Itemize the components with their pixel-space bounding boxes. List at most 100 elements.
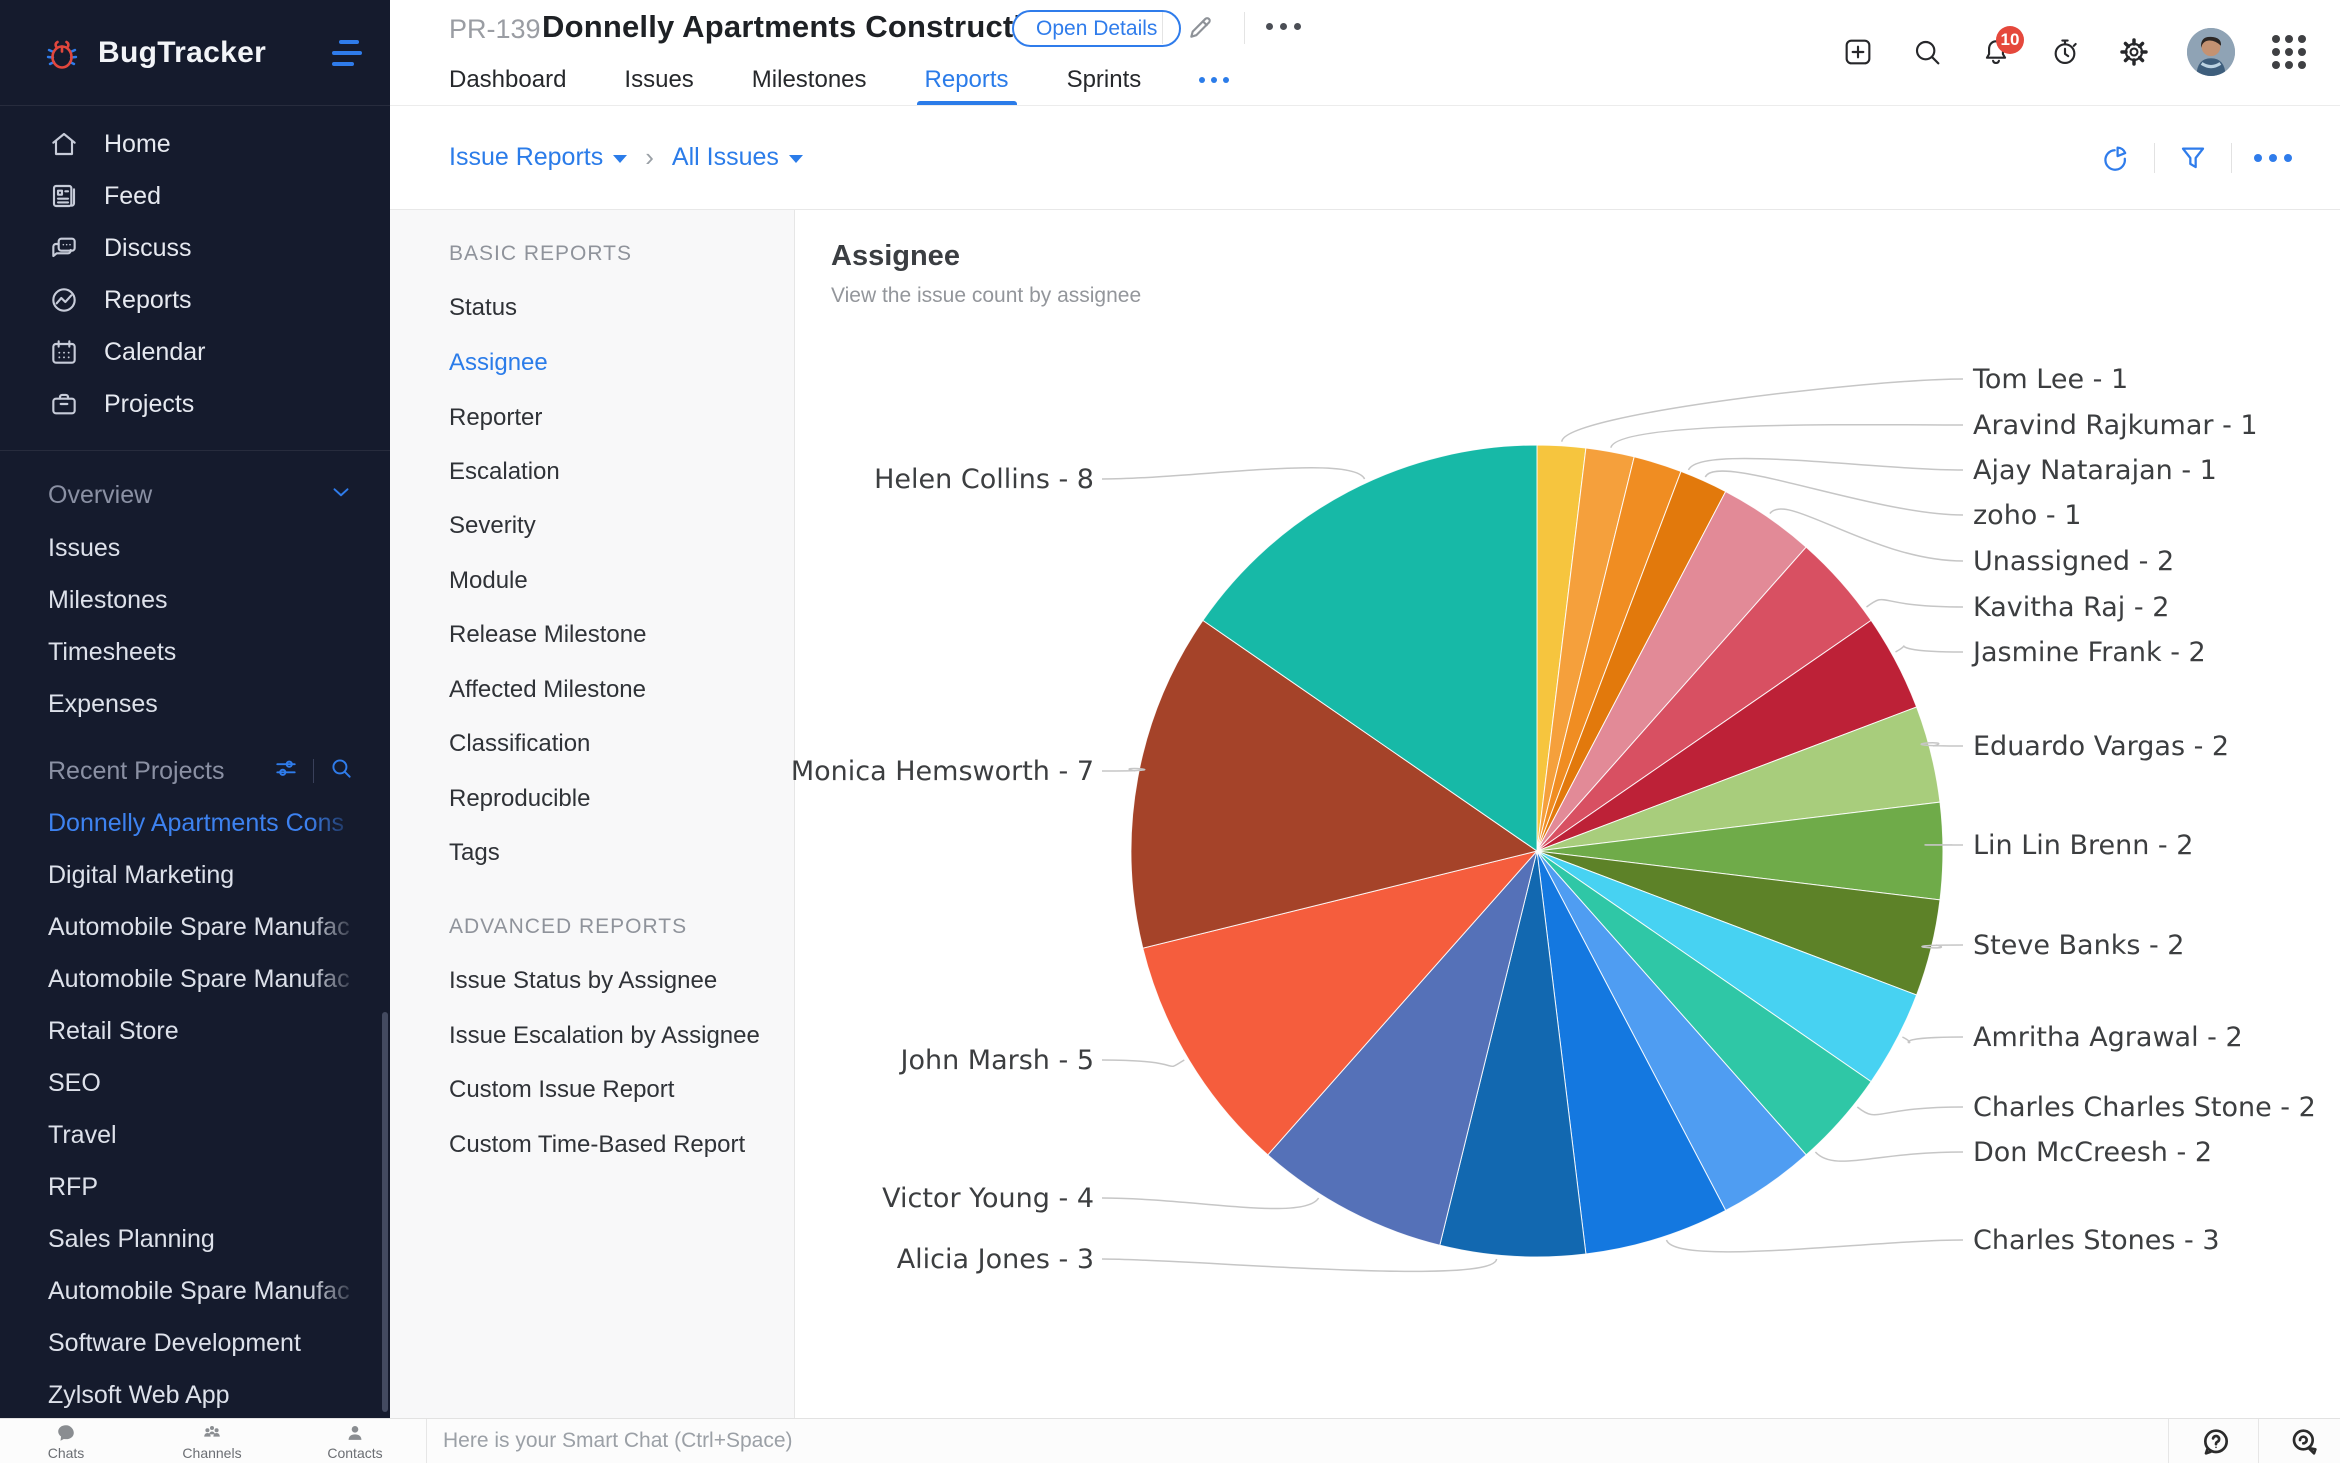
sidebar-item-expenses[interactable]: Expenses <box>0 678 390 730</box>
sidebar-item-issues[interactable]: Issues <box>0 522 390 574</box>
pie-label-line <box>1610 423 1964 449</box>
project-label: RFP <box>48 1172 98 1201</box>
project-title: Donnelly Apartments Constructic <box>542 9 1040 44</box>
breadcrumb: Issue Reports › All Issues <box>449 106 803 209</box>
pie-label-line <box>1856 1106 1964 1116</box>
project-item[interactable]: Automobile Spare Manufac <box>0 953 390 1005</box>
tabs-more-icon[interactable] <box>1199 77 1230 83</box>
tab-milestones[interactable]: Milestones <box>751 66 867 93</box>
report-item-reproducible[interactable]: Reproducible <box>449 785 591 812</box>
calendar-icon <box>48 336 80 368</box>
tab-sprints[interactable]: Sprints <box>1066 66 1142 93</box>
sidebar-item-projects[interactable]: Projects <box>0 378 390 430</box>
timer-icon[interactable] <box>2049 36 2081 68</box>
project-item[interactable]: Digital Marketing <box>0 849 390 901</box>
pie-label-line <box>1561 378 1964 442</box>
report-item-issue-status-by-assignee[interactable]: Issue Status by Assignee <box>449 967 718 994</box>
hamburger-menu-icon[interactable] <box>332 39 366 66</box>
search-projects-icon[interactable] <box>328 755 354 788</box>
pie-label-line <box>1665 1239 1964 1253</box>
project-item[interactable]: Automobile Spare Manufac <box>0 901 390 953</box>
report-item-reporter[interactable]: Reporter <box>449 404 543 431</box>
project-item[interactable]: SEO <box>0 1057 390 1109</box>
smart-chat-input[interactable] <box>443 1419 2083 1463</box>
more-actions-icon[interactable] <box>2254 153 2292 162</box>
pie-slice-16[interactable] <box>1142 850 1539 1156</box>
pie-label: Lin Lin Brenn - 2 <box>1973 830 2193 861</box>
project-label: Retail Store <box>48 1016 179 1045</box>
report-item-tags[interactable]: Tags <box>449 839 500 866</box>
sidebar-scrollbar[interactable] <box>382 1012 388 1412</box>
sidebar-section-overview[interactable]: Overview <box>0 470 390 520</box>
contacts-tool[interactable]: Contacts <box>300 1419 410 1463</box>
project-label: Sales Planning <box>48 1224 215 1253</box>
project-label: Donnelly Apartments Cons <box>48 808 344 837</box>
report-item-issue-escalation-by-assignee[interactable]: Issue Escalation by Assignee <box>449 1022 760 1049</box>
advanced-reports-header: ADVANCED REPORTS <box>449 915 688 938</box>
project-item[interactable]: Donnelly Apartments Cons <box>0 797 390 849</box>
sidebar-item-timesheets[interactable]: Timesheets <box>0 626 390 678</box>
pie-label-line <box>1101 767 1146 772</box>
breadcrumb-issue-reports[interactable]: Issue Reports <box>449 143 628 172</box>
report-item-severity[interactable]: Severity <box>449 512 536 539</box>
project-item[interactable]: Retail Store <box>0 1005 390 1057</box>
filter-sliders-icon[interactable] <box>273 755 299 788</box>
report-item-assignee[interactable]: Assignee <box>449 349 548 376</box>
sidebar-item-calendar[interactable]: Calendar <box>0 326 390 378</box>
project-item[interactable]: Automobile Spare Manufac <box>0 1265 390 1317</box>
filter-icon[interactable] <box>2177 142 2209 174</box>
more-options-icon[interactable] <box>1266 23 1301 30</box>
pie-label-line <box>1101 466 1366 480</box>
report-item-release-milestone[interactable]: Release Milestone <box>449 621 647 648</box>
contacts-icon <box>348 1425 362 1440</box>
open-details-button[interactable]: Open Details <box>1012 10 1182 47</box>
report-item-affected-milestone[interactable]: Affected Milestone <box>449 676 647 703</box>
report-item-status[interactable]: Status <box>449 294 518 321</box>
sidebar-item-label: Home <box>104 129 171 158</box>
zia-search-icon[interactable] <box>2288 1426 2320 1458</box>
divider <box>2231 142 2232 173</box>
tab-dashboard[interactable]: Dashboard <box>449 66 567 93</box>
edit-icon[interactable] <box>1184 12 1216 44</box>
search-icon[interactable] <box>1911 36 1943 68</box>
settings-gear-icon[interactable] <box>2118 36 2150 68</box>
pie-slice-17[interactable] <box>1130 619 1539 949</box>
sidebar-item-label: Discuss <box>104 233 192 262</box>
chats-tool[interactable]: Chats <box>11 1419 121 1463</box>
add-new-icon[interactable] <box>1842 36 1874 68</box>
project-item[interactable]: Zylsoft Web App <box>0 1369 390 1418</box>
project-item[interactable]: Travel <box>0 1109 390 1161</box>
pie-slice-18[interactable] <box>1202 444 1538 852</box>
sidebar-item-discuss[interactable]: Discuss <box>0 222 390 274</box>
sidebar-item-reports[interactable]: Reports <box>0 274 390 326</box>
project-item[interactable]: Sales Planning <box>0 1213 390 1265</box>
sidebar-item-milestones[interactable]: Milestones <box>0 574 390 626</box>
help-icon[interactable] <box>2200 1426 2232 1458</box>
report-item-custom-time-based-report[interactable]: Custom Time-Based Report <box>449 1131 746 1158</box>
project-item[interactable]: Software Development <box>0 1317 390 1369</box>
chevron-down-icon[interactable] <box>328 479 354 512</box>
tab-issues[interactable]: Issues <box>624 66 694 93</box>
report-item-custom-issue-report[interactable]: Custom Issue Report <box>449 1076 675 1103</box>
sidebar-item-home[interactable]: Home <box>0 118 390 170</box>
pie-slice-15[interactable] <box>1267 850 1538 1246</box>
report-item-escalation[interactable]: Escalation <box>449 458 560 485</box>
tab-reports[interactable]: Reports <box>916 55 1017 105</box>
pie-slice-14[interactable] <box>1439 850 1587 1258</box>
sidebar-section-recent-projects: Recent Projects <box>0 746 390 796</box>
apps-grid-icon[interactable] <box>2272 35 2306 69</box>
report-item-classification[interactable]: Classification <box>449 730 591 757</box>
pie-label: Jasmine Frank - 2 <box>1971 637 2206 668</box>
smart-chat-bar: Chats Channels Contacts <box>0 1418 2340 1463</box>
channels-tool[interactable]: Channels <box>157 1419 267 1463</box>
pie-chart-view-icon[interactable] <box>2100 142 2132 174</box>
notifications-bell-icon[interactable]: 10 <box>1980 26 2024 68</box>
page-subtitle: View the issue count by assignee <box>831 284 1142 307</box>
pie-label-line <box>1895 645 1964 653</box>
sidebar-item-feed[interactable]: Feed <box>0 170 390 222</box>
pie-slice-13[interactable] <box>1536 850 1727 1255</box>
breadcrumb-all-issues[interactable]: All Issues <box>672 143 803 172</box>
report-item-module[interactable]: Module <box>449 567 528 594</box>
project-item[interactable]: RFP <box>0 1161 390 1213</box>
user-avatar[interactable] <box>2187 28 2235 76</box>
